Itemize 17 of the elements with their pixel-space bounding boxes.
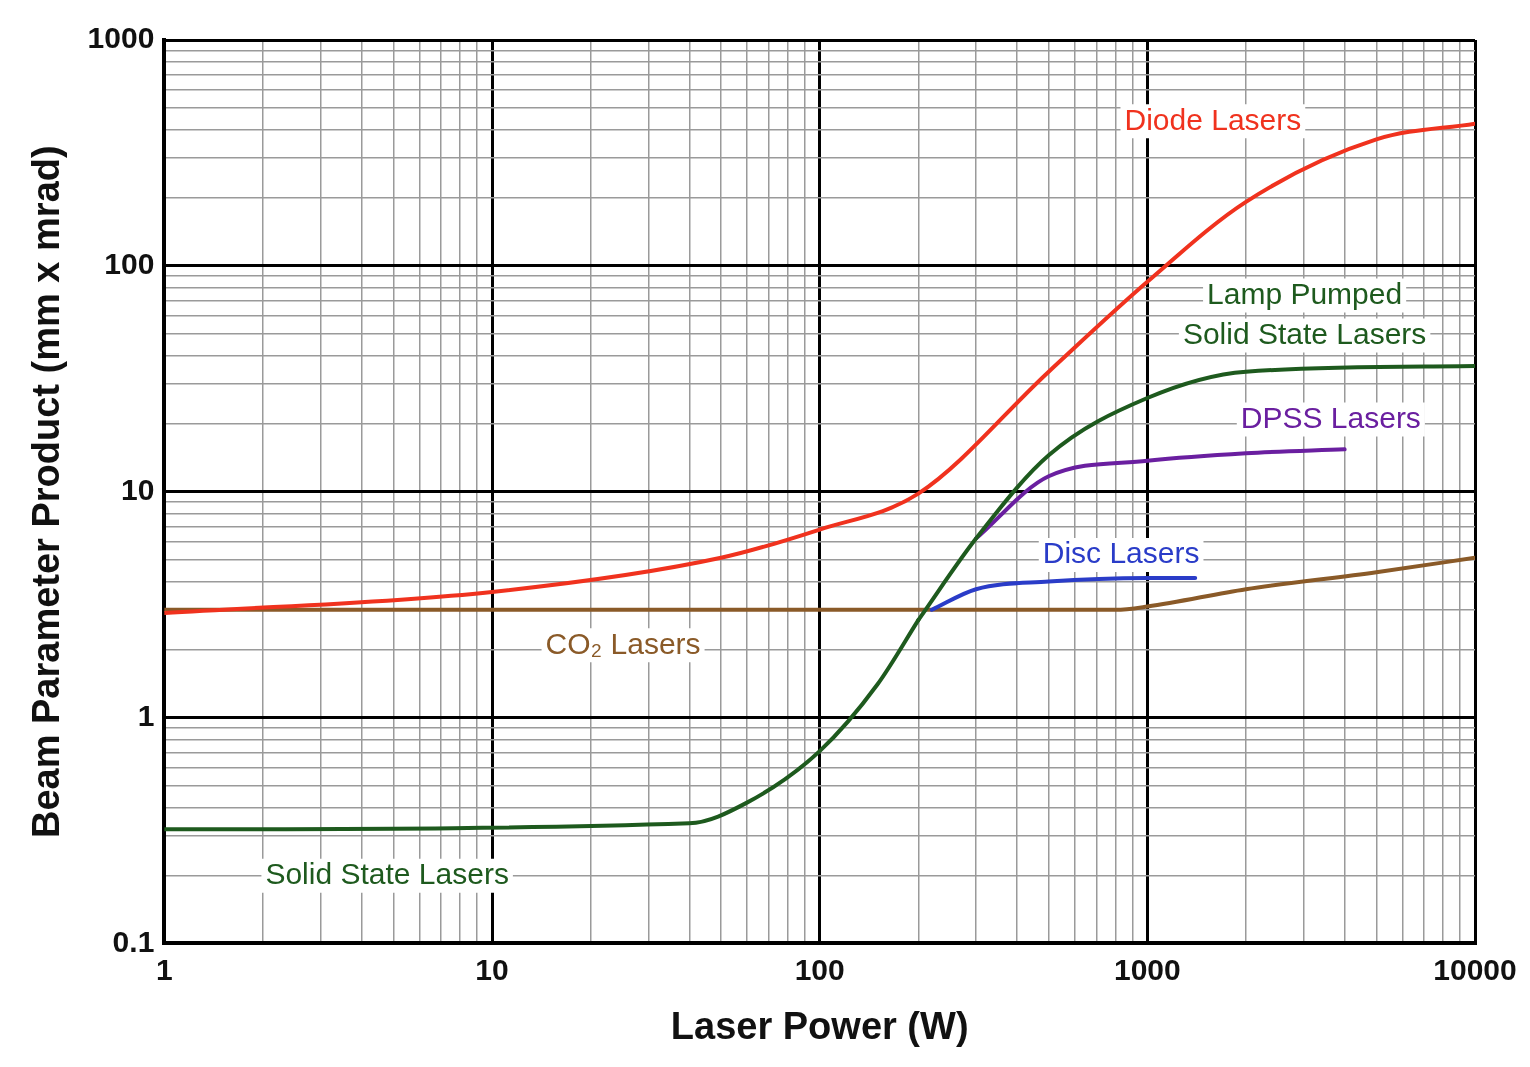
y-tick-label: 100	[104, 247, 155, 281]
series-label: Diode Lasers	[1124, 102, 1302, 136]
y-tick-label: 1000	[87, 21, 155, 55]
y-tick-label: 1	[137, 698, 155, 732]
x-tick-label: 1000	[1113, 952, 1181, 986]
x-tick-label: 100	[794, 952, 845, 986]
x-axis-title: Laser Power (W)	[670, 1004, 969, 1047]
y-tick-label: 10	[120, 472, 155, 506]
y-tick-label: 0.1	[112, 924, 155, 958]
x-tick-label: 10000	[1433, 952, 1517, 986]
x-tick-label: 10	[475, 952, 509, 986]
series-label: Disc Lasers	[1042, 536, 1200, 570]
y-axis-title: Beam Parameter Product (mm x mrad)	[25, 145, 68, 839]
series-label: DPSS Lasers	[1240, 400, 1421, 434]
series-label: CO₂ Lasers	[545, 626, 701, 660]
series-label: Lamp Pumped Solid State Lasers	[1182, 276, 1427, 350]
series-label: Solid State Lasers	[265, 856, 509, 890]
